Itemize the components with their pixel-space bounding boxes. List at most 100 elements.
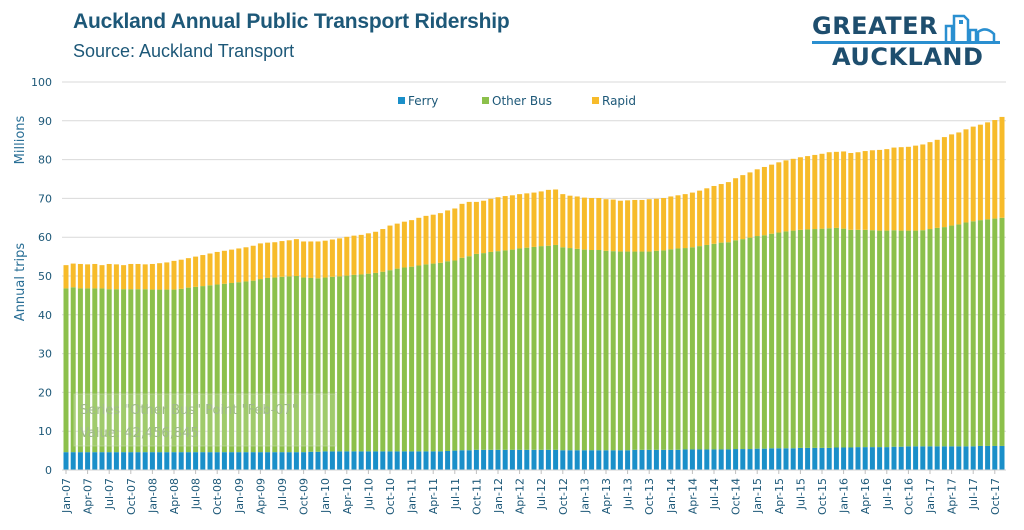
bar-ferry[interactable] <box>394 451 400 470</box>
bar-other-bus[interactable] <box>848 229 854 448</box>
bar-rapid[interactable] <box>214 251 220 285</box>
bar-rapid[interactable] <box>567 195 573 249</box>
bar-other-bus[interactable] <box>63 288 69 453</box>
bar-ferry[interactable] <box>711 449 717 470</box>
bar-rapid[interactable] <box>121 265 127 290</box>
bar-rapid[interactable] <box>992 120 998 219</box>
legend-item-rapid[interactable]: Rapid <box>592 94 636 108</box>
bar-rapid[interactable] <box>985 122 991 220</box>
bar-ferry[interactable] <box>193 452 199 470</box>
bar-rapid[interactable] <box>265 242 271 278</box>
bar-rapid[interactable] <box>538 191 544 247</box>
bar-rapid[interactable] <box>689 192 695 248</box>
bar-rapid[interactable] <box>185 258 191 288</box>
bar-rapid[interactable] <box>301 241 307 278</box>
bar-rapid[interactable] <box>99 265 105 289</box>
bar-ferry[interactable] <box>466 450 472 470</box>
bar-ferry[interactable] <box>574 450 580 470</box>
bar-rapid[interactable] <box>229 249 235 283</box>
bar-ferry[interactable] <box>941 446 947 470</box>
bar-ferry[interactable] <box>682 449 688 470</box>
bar-other-bus[interactable] <box>833 227 839 448</box>
bar-other-bus[interactable] <box>171 289 177 453</box>
bar-ferry[interactable] <box>913 446 919 470</box>
bar-other-bus[interactable] <box>941 227 947 447</box>
bar-ferry[interactable] <box>869 447 875 470</box>
bar-rapid[interactable] <box>661 198 667 251</box>
bar-rapid[interactable] <box>221 250 227 284</box>
bar-other-bus[interactable] <box>610 251 616 451</box>
bar-ferry[interactable] <box>85 452 91 470</box>
bar-ferry[interactable] <box>488 449 494 470</box>
bar-ferry[interactable] <box>214 452 220 470</box>
bar-ferry[interactable] <box>481 449 487 470</box>
bar-other-bus[interactable] <box>128 289 134 453</box>
bar-other-bus[interactable] <box>106 289 112 453</box>
bar-ferry[interactable] <box>524 449 530 470</box>
bar-other-bus[interactable] <box>747 237 753 450</box>
bar-other-bus[interactable] <box>668 249 674 450</box>
bar-ferry[interactable] <box>473 449 479 470</box>
bar-ferry[interactable] <box>754 448 760 470</box>
bar-rapid[interactable] <box>862 151 868 230</box>
bar-other-bus[interactable] <box>423 264 429 452</box>
bar-ferry[interactable] <box>747 449 753 470</box>
bar-other-bus[interactable] <box>992 218 998 446</box>
bar-other-bus[interactable] <box>437 262 443 452</box>
bar-ferry[interactable] <box>862 447 868 470</box>
bar-rapid[interactable] <box>437 213 443 263</box>
bar-other-bus[interactable] <box>293 276 299 453</box>
bar-rapid[interactable] <box>754 169 760 237</box>
bar-rapid[interactable] <box>790 158 796 231</box>
bar-other-bus[interactable] <box>257 279 263 453</box>
bar-other-bus[interactable] <box>365 273 371 452</box>
bar-ferry[interactable] <box>689 449 695 470</box>
bar-other-bus[interactable] <box>401 267 407 452</box>
bar-ferry[interactable] <box>790 448 796 470</box>
bar-rapid[interactable] <box>286 240 292 277</box>
bar-ferry[interactable] <box>113 452 119 470</box>
bar-ferry[interactable] <box>697 449 703 470</box>
bar-rapid[interactable] <box>164 262 170 290</box>
bar-rapid[interactable] <box>589 198 595 250</box>
bar-rapid[interactable] <box>553 189 559 245</box>
bar-other-bus[interactable] <box>301 277 307 453</box>
bar-ferry[interactable] <box>445 450 451 470</box>
bar-rapid[interactable] <box>236 248 242 283</box>
bar-other-bus[interactable] <box>164 289 170 453</box>
bar-ferry[interactable] <box>121 452 127 470</box>
bar-ferry[interactable] <box>625 450 631 470</box>
bar-other-bus[interactable] <box>337 276 343 452</box>
bar-rapid[interactable] <box>85 264 91 289</box>
bar-other-bus[interactable] <box>315 278 321 452</box>
bar-other-bus[interactable] <box>783 231 789 449</box>
bar-rapid[interactable] <box>128 263 134 290</box>
bar-rapid[interactable] <box>445 210 451 262</box>
bar-rapid[interactable] <box>610 199 616 252</box>
bar-ferry[interactable] <box>949 446 955 470</box>
bar-ferry[interactable] <box>329 451 335 470</box>
bar-other-bus[interactable] <box>142 289 148 453</box>
bar-other-bus[interactable] <box>380 271 386 452</box>
bar-ferry[interactable] <box>315 451 321 470</box>
bar-rapid[interactable] <box>193 256 199 287</box>
bar-other-bus[interactable] <box>553 244 559 450</box>
bar-ferry[interactable] <box>409 451 415 470</box>
bar-ferry[interactable] <box>812 447 818 470</box>
bar-ferry[interactable] <box>581 450 587 470</box>
bar-ferry[interactable] <box>963 446 969 470</box>
bar-ferry[interactable] <box>70 452 76 470</box>
bar-ferry[interactable] <box>992 445 998 470</box>
bar-rapid[interactable] <box>423 215 429 265</box>
bar-other-bus[interactable] <box>697 246 703 450</box>
bar-rapid[interactable] <box>178 259 184 289</box>
bar-ferry[interactable] <box>365 451 371 470</box>
bar-rapid[interactable] <box>293 239 299 276</box>
bar-ferry[interactable] <box>128 452 134 470</box>
bar-rapid[interactable] <box>279 241 285 277</box>
bar-other-bus[interactable] <box>920 230 926 447</box>
bar-rapid[interactable] <box>113 264 119 290</box>
bar-other-bus[interactable] <box>625 251 631 451</box>
bar-rapid[interactable] <box>949 134 955 226</box>
bar-ferry[interactable] <box>934 446 940 470</box>
